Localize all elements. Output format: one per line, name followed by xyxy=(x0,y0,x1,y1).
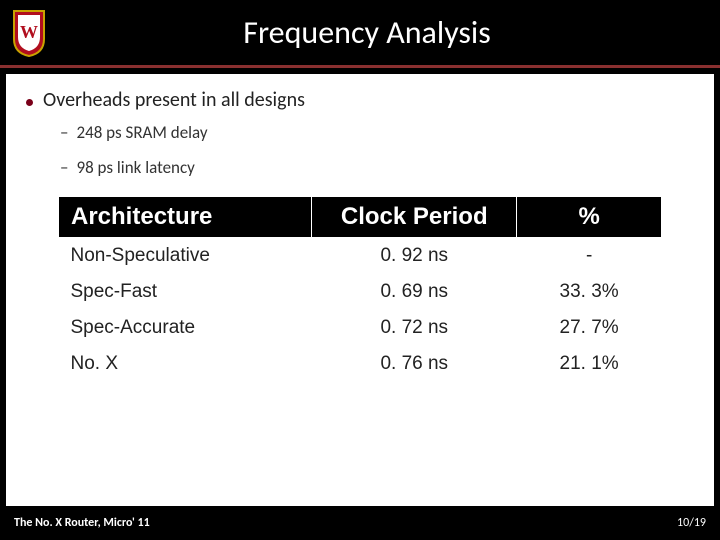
table-cell: 21. 1% xyxy=(517,346,662,382)
table-cell: 33. 3% xyxy=(517,274,662,310)
table-header-row: Architecture Clock Period % xyxy=(59,197,662,238)
wisconsin-crest-icon: W xyxy=(12,9,46,57)
bullet-dash-icon: – xyxy=(60,122,68,143)
bullet-sub: – 98 ps link latency xyxy=(60,157,694,178)
table-row: Non-Speculative 0. 92 ns - xyxy=(59,238,662,275)
footer-bar: The No. X Router, Micro' 11 10/19 xyxy=(0,506,720,540)
table-cell: 0. 92 ns xyxy=(312,238,517,275)
table-cell: - xyxy=(517,238,662,275)
bullet-dot-icon xyxy=(26,99,33,106)
bullet-sub-text: 98 ps link latency xyxy=(76,157,194,178)
bullet-dash-icon: – xyxy=(60,157,68,178)
svg-text:W: W xyxy=(20,22,38,42)
table-cell: Spec-Fast xyxy=(59,274,312,310)
bullet-sub-text: 248 ps SRAM delay xyxy=(76,122,207,143)
table-header-cell: % xyxy=(517,197,662,238)
table-cell: 0. 72 ns xyxy=(312,310,517,346)
table-cell: No. X xyxy=(59,346,312,382)
footer-page-number: 10/19 xyxy=(677,516,706,530)
table-cell: Non-Speculative xyxy=(59,238,312,275)
table-cell: 0. 69 ns xyxy=(312,274,517,310)
table-row: Spec-Accurate 0. 72 ns 27. 7% xyxy=(59,310,662,346)
bullet-main: Overheads present in all designs xyxy=(26,88,694,112)
header-bar: W Frequency Analysis xyxy=(0,0,720,68)
table-row: Spec-Fast 0. 69 ns 33. 3% xyxy=(59,274,662,310)
slide-title: Frequency Analysis xyxy=(54,13,720,52)
slide: W Frequency Analysis Overheads present i… xyxy=(0,0,720,540)
slide-body: Overheads present in all designs – 248 p… xyxy=(6,74,714,506)
table-row: No. X 0. 76 ns 21. 1% xyxy=(59,346,662,382)
bullet-sub: – 248 ps SRAM delay xyxy=(60,122,694,143)
table-cell: 27. 7% xyxy=(517,310,662,346)
table-header-cell: Clock Period xyxy=(312,197,517,238)
footer-left-text: The No. X Router, Micro' 11 xyxy=(14,516,150,530)
table-header-cell: Architecture xyxy=(59,197,312,238)
table-cell: 0. 76 ns xyxy=(312,346,517,382)
table-cell: Spec-Accurate xyxy=(59,310,312,346)
bullet-main-text: Overheads present in all designs xyxy=(43,88,305,112)
comparison-table: Architecture Clock Period % Non-Speculat… xyxy=(58,196,662,382)
comparison-table-wrap: Architecture Clock Period % Non-Speculat… xyxy=(58,196,662,382)
